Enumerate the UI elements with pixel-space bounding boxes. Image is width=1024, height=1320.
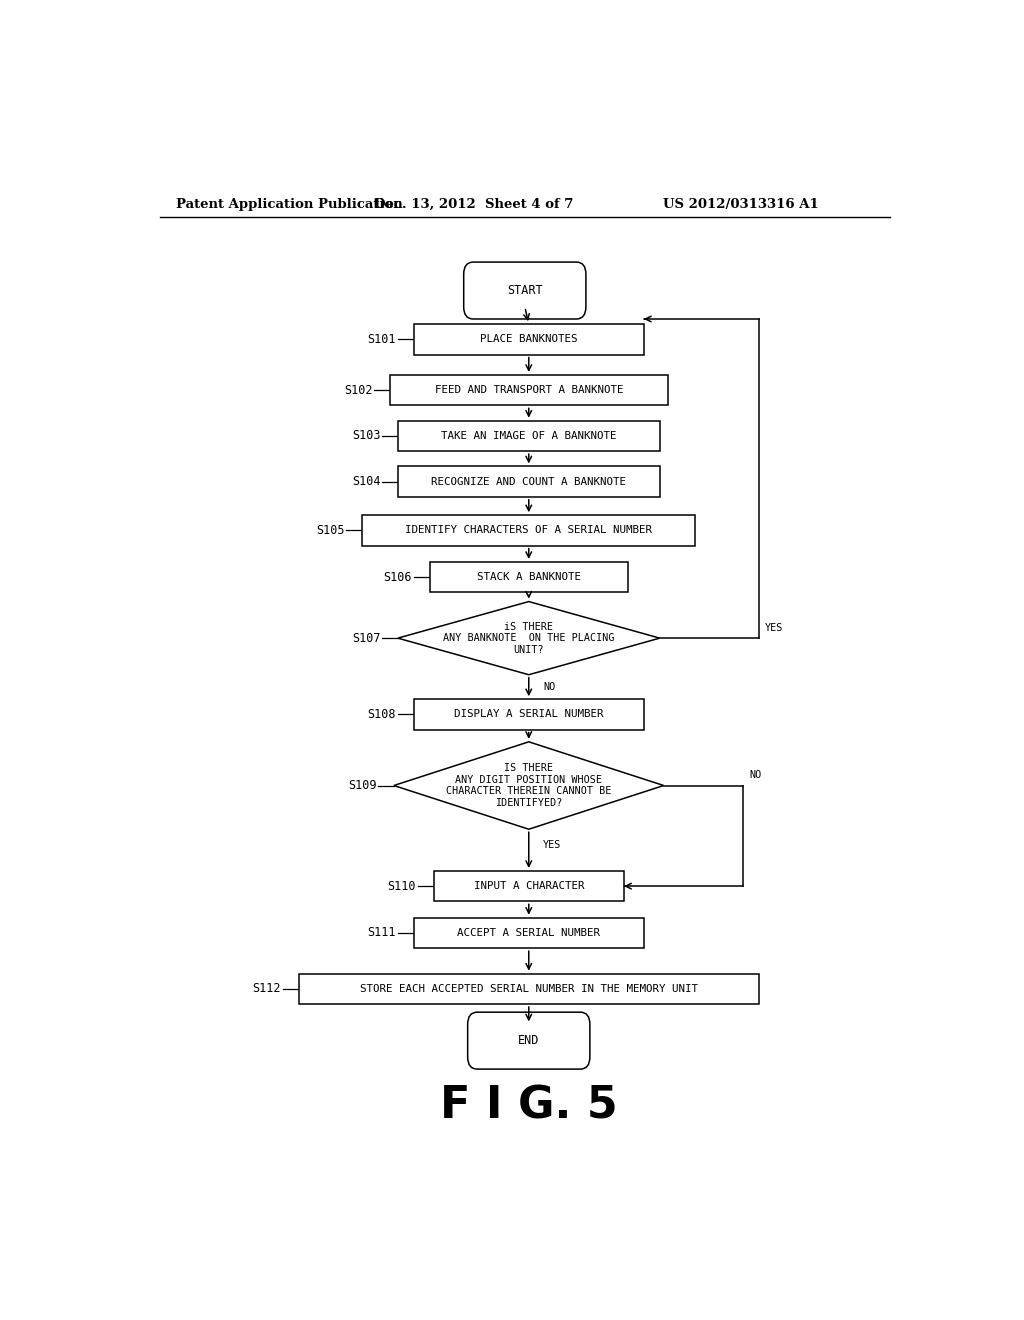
FancyBboxPatch shape <box>468 1012 590 1069</box>
Text: ACCEPT A SERIAL NUMBER: ACCEPT A SERIAL NUMBER <box>458 928 600 939</box>
Text: IS THERE
ANY DIGIT POSITION WHOSE
CHARACTER THEREIN CANNOT BE
IDENTIFYED?: IS THERE ANY DIGIT POSITION WHOSE CHARAC… <box>446 763 611 808</box>
FancyBboxPatch shape <box>397 466 659 496</box>
Text: YES: YES <box>765 623 783 634</box>
Text: STACK A BANKNOTE: STACK A BANKNOTE <box>477 572 581 582</box>
FancyBboxPatch shape <box>299 974 759 1005</box>
Text: IDENTIFY CHARACTERS OF A SERIAL NUMBER: IDENTIFY CHARACTERS OF A SERIAL NUMBER <box>406 525 652 536</box>
Text: S101: S101 <box>368 333 396 346</box>
Text: iS THERE
ANY BANKNOTE  ON THE PLACING
UNIT?: iS THERE ANY BANKNOTE ON THE PLACING UNI… <box>443 622 614 655</box>
Text: NO: NO <box>543 682 555 692</box>
FancyBboxPatch shape <box>362 515 695 545</box>
Text: S112: S112 <box>253 982 282 995</box>
Text: STORE EACH ACCEPTED SERIAL NUMBER IN THE MEMORY UNIT: STORE EACH ACCEPTED SERIAL NUMBER IN THE… <box>359 983 697 994</box>
Text: F I G. 5: F I G. 5 <box>440 1084 617 1127</box>
Text: US 2012/0313316 A1: US 2012/0313316 A1 <box>663 198 818 211</box>
Text: START: START <box>507 284 543 297</box>
Text: Patent Application Publication: Patent Application Publication <box>176 198 402 211</box>
Text: S106: S106 <box>384 570 412 583</box>
Text: S109: S109 <box>348 779 377 792</box>
Text: Dec. 13, 2012  Sheet 4 of 7: Dec. 13, 2012 Sheet 4 of 7 <box>374 198 572 211</box>
FancyBboxPatch shape <box>390 375 668 405</box>
FancyBboxPatch shape <box>433 871 624 902</box>
Text: S104: S104 <box>352 475 380 488</box>
Text: S111: S111 <box>368 927 396 940</box>
Text: END: END <box>518 1034 540 1047</box>
Text: S110: S110 <box>387 879 416 892</box>
Text: INPUT A CHARACTER: INPUT A CHARACTER <box>473 882 584 891</box>
FancyBboxPatch shape <box>414 325 644 355</box>
Text: TAKE AN IMAGE OF A BANKNOTE: TAKE AN IMAGE OF A BANKNOTE <box>441 430 616 441</box>
FancyBboxPatch shape <box>464 263 586 319</box>
Text: FEED AND TRANSPORT A BANKNOTE: FEED AND TRANSPORT A BANKNOTE <box>434 385 623 395</box>
Text: DISPLAY A SERIAL NUMBER: DISPLAY A SERIAL NUMBER <box>454 709 603 719</box>
Text: S103: S103 <box>352 429 380 442</box>
FancyBboxPatch shape <box>430 562 628 593</box>
Text: S108: S108 <box>368 708 396 721</box>
Text: S102: S102 <box>344 384 373 396</box>
Text: RECOGNIZE AND COUNT A BANKNOTE: RECOGNIZE AND COUNT A BANKNOTE <box>431 477 627 487</box>
Text: S107: S107 <box>352 632 380 644</box>
Text: YES: YES <box>543 840 561 850</box>
FancyBboxPatch shape <box>414 917 644 948</box>
Text: S105: S105 <box>316 524 345 537</box>
Text: PLACE BANKNOTES: PLACE BANKNOTES <box>480 334 578 345</box>
FancyBboxPatch shape <box>414 700 644 730</box>
Polygon shape <box>394 742 664 829</box>
Text: NO: NO <box>750 771 762 780</box>
FancyBboxPatch shape <box>397 421 659 451</box>
Polygon shape <box>397 602 659 675</box>
